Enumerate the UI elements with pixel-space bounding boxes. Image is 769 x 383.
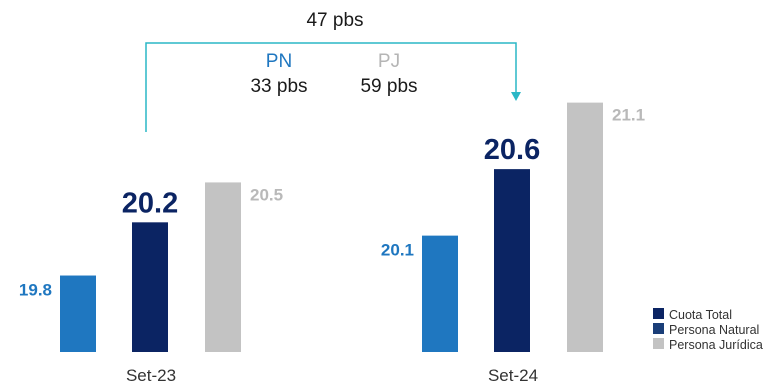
bar-persona-jur-dica-set-24 [567,102,603,352]
value-label-persona-jur-dica-set-23: 20.5 [250,185,283,204]
pj-change-label: 59 pbs [360,76,417,97]
bar-persona-natural-set-24 [422,235,458,352]
value-label-cuota-total-set-24: 20.6 [484,134,540,166]
change-bracket-arrow [145,42,521,132]
category-labels-group: Set-23 Set-24 [126,366,538,383]
category-label-set-23: Set-23 [126,366,176,383]
legend-swatch [653,308,664,319]
value-label-persona-jur-dica-set-24: 21.1 [612,106,645,125]
legend-label: Cuota Total [669,308,732,322]
legend-swatch [653,323,664,334]
legend-swatch [653,338,664,349]
value-label-persona-natural-set-23: 19.8 [19,281,52,300]
pn-change-label: 33 pbs [250,76,307,97]
bar-persona-natural-set-23 [60,275,96,352]
pj-label: PJ [378,51,400,72]
bar-persona-jur-dica-set-23 [205,182,241,352]
bar-cuota-total-set-24 [494,169,530,352]
value-label-cuota-total-set-23: 20.2 [122,187,178,219]
value-label-persona-natural-set-24: 20.1 [381,241,414,260]
pn-label: PN [266,51,292,72]
bars-group [60,102,603,352]
bar-cuota-total-set-23 [132,222,168,352]
category-label-set-24: Set-24 [488,366,538,383]
value-labels-group: 19.8 20.2 20.5 20.1 20.6 21.1 [19,106,645,300]
total-change-label: 47 pbs [306,10,363,31]
legend-label: Persona Jurídica [669,338,763,352]
legend-label: Persona Natural [669,323,759,337]
